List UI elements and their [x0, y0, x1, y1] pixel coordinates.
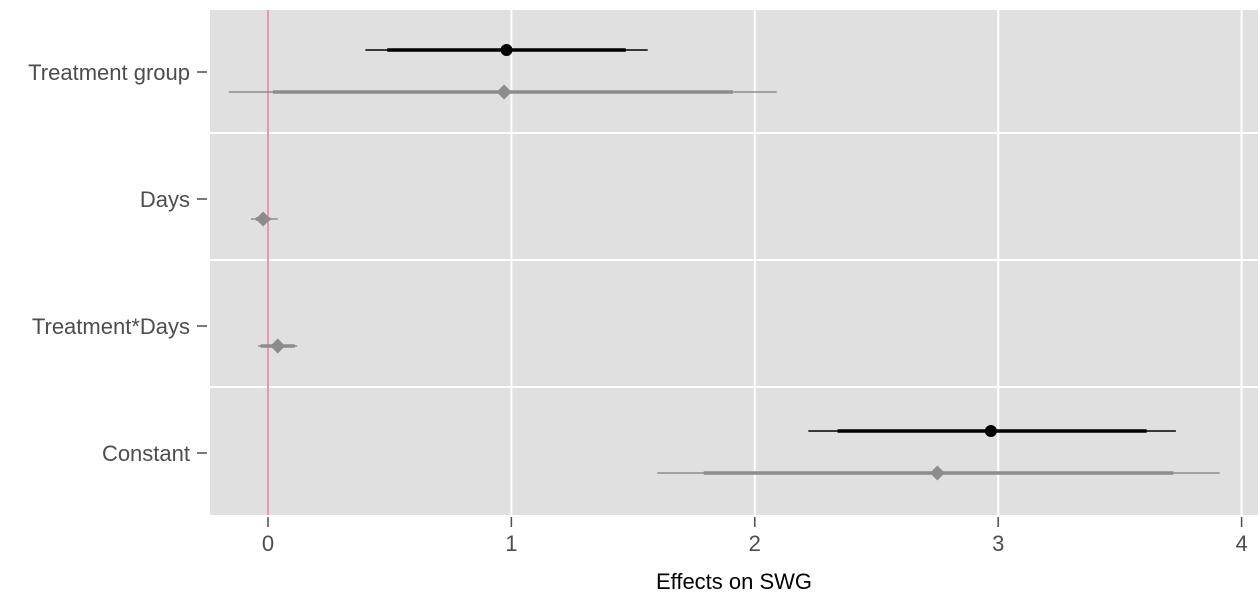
estimate-point-constant-s2 [929, 465, 945, 481]
x-tick-label-3: 3 [992, 531, 1004, 556]
y-tick-label-days: Days [140, 187, 190, 212]
y-axis-labels: Treatment group Days Treatment*Days Constan… [28, 60, 207, 466]
estimate-point-constant-s1 [984, 425, 997, 437]
grid-lines [210, 10, 1258, 515]
y-tick-label-treatment-days: Treatment*Days [32, 314, 190, 339]
x-tick-label-2: 2 [749, 531, 761, 556]
x-tick-label-1: 1 [505, 531, 517, 556]
plot-panel [210, 10, 1258, 515]
x-tick-label-4: 4 [1235, 531, 1247, 556]
chart-marks [229, 44, 1220, 481]
estimate-point-treatment-days-s2 [270, 338, 286, 354]
estimate-point-treatment-group-s1 [500, 44, 513, 56]
y-tick-label-constant: Constant [102, 441, 190, 466]
estimate-point-treatment-group-s2 [496, 84, 512, 100]
x-axis: 0 1 2 3 4 [262, 517, 1248, 556]
x-tick-label-0: 0 [262, 531, 274, 556]
x-axis-title: Effects on SWG [656, 569, 812, 592]
y-tick-label-treatment-group: Treatment group [28, 60, 190, 85]
estimate-point-days-s2 [255, 211, 271, 227]
